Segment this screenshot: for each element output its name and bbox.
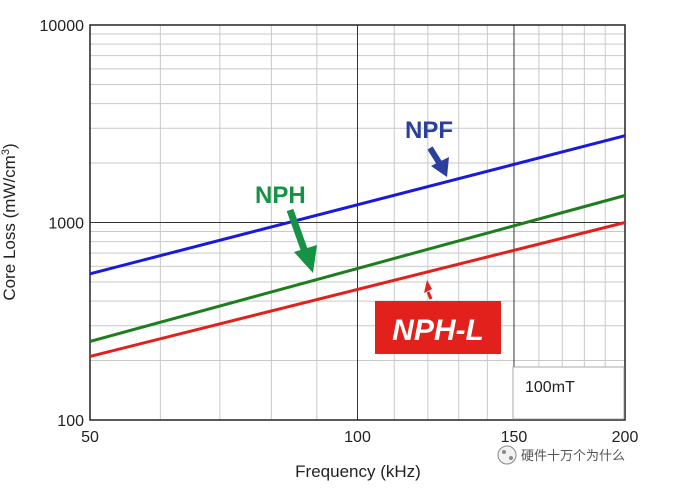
x-tick-label: 200 xyxy=(612,429,639,446)
grid xyxy=(90,24,625,421)
series-group xyxy=(89,134,626,358)
y-tick-label: 100 xyxy=(57,413,84,430)
nph-label: NPH xyxy=(255,182,306,209)
nph-l-arrow xyxy=(424,280,433,300)
nph-l-label-box: NPH-L xyxy=(375,301,501,354)
x-tick-label: 150 xyxy=(501,429,528,446)
y-axis-title-sup: 3 xyxy=(0,149,12,155)
x-tick-label: 100 xyxy=(344,429,371,446)
y-tick-label: 10000 xyxy=(40,18,85,35)
y-axis-title-end: ) xyxy=(0,143,19,149)
x-tick-label: 50 xyxy=(81,429,99,446)
series-line-npf xyxy=(89,134,626,276)
annotation-text: 100mT xyxy=(525,379,575,396)
series-line-nph xyxy=(89,194,626,343)
npf-label: NPF xyxy=(405,117,453,144)
watermark-text: 硬件十万个为什么 xyxy=(521,448,625,463)
series-line-nph-l xyxy=(89,221,626,358)
nph-arrow xyxy=(286,208,317,273)
nph-l-label: NPH-L xyxy=(392,314,484,347)
y-axis-title-main: Core Loss (mW/cm xyxy=(0,155,19,300)
npf-arrow xyxy=(427,146,449,177)
y-axis-title: Core Loss (mW/cm3) xyxy=(0,143,19,300)
y-tick-label: 1000 xyxy=(48,216,84,233)
watermark-icon xyxy=(497,445,517,465)
annotation-plate xyxy=(512,366,625,420)
watermark: 硬件十万个为什么 xyxy=(497,445,625,465)
x-axis-title: Frequency (kHz) xyxy=(295,462,421,481)
